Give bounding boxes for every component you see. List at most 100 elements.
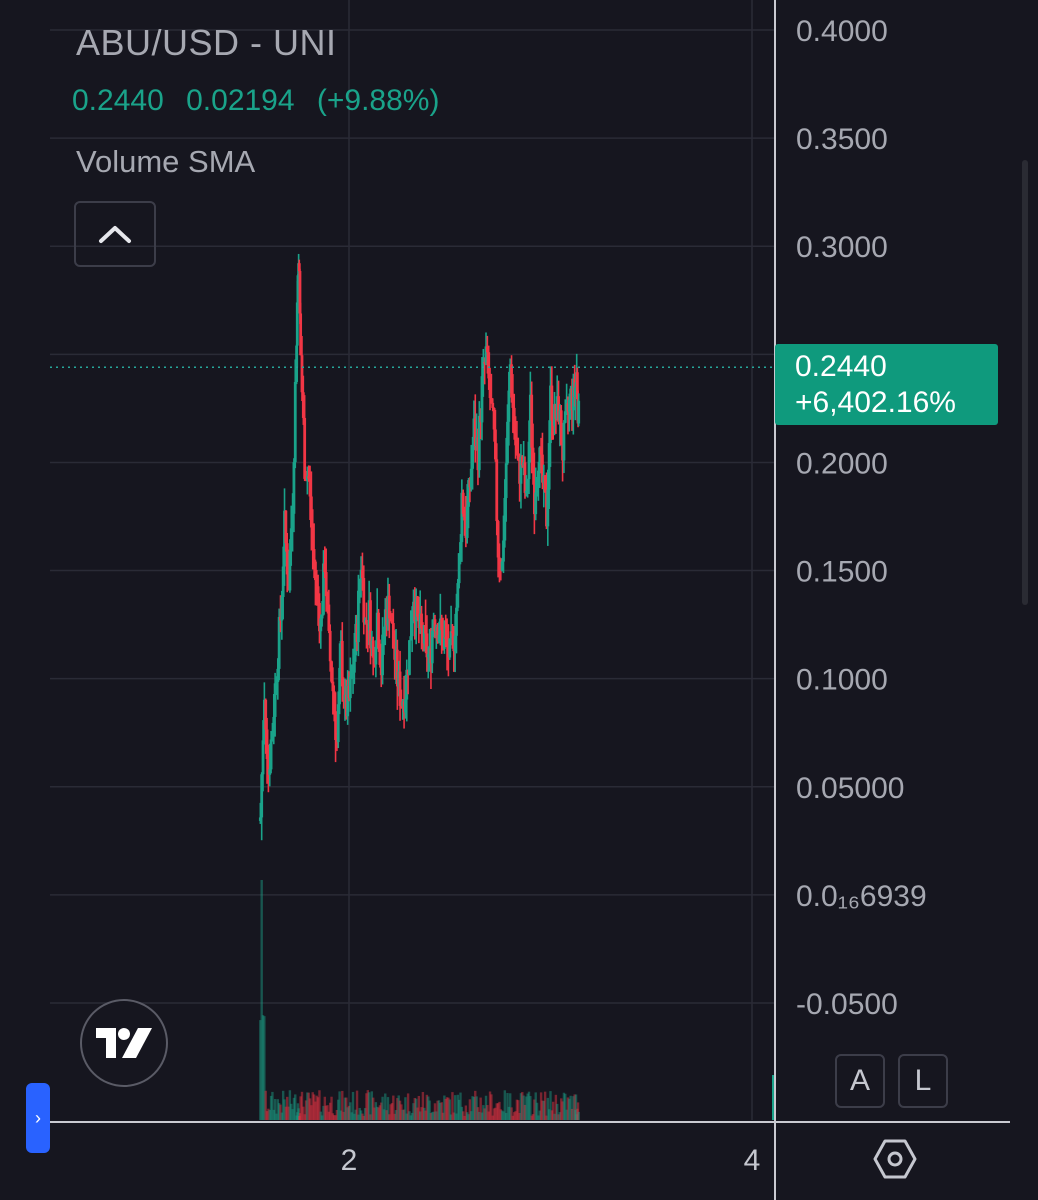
candle-body (272, 716, 276, 733)
volume-bar (259, 1020, 262, 1120)
candle-body (527, 441, 531, 480)
candle-body (390, 621, 394, 624)
volume-bar (410, 1112, 414, 1120)
volume-bar (354, 1109, 357, 1120)
tradingview-logo-button[interactable] (80, 999, 168, 1087)
volume-bar (322, 1105, 325, 1120)
volume-bar (509, 1093, 512, 1120)
volume-bar (310, 1105, 313, 1120)
volume-bar (499, 1109, 502, 1120)
volume-bar (377, 1107, 380, 1120)
chart-settings-button[interactable] (872, 1136, 918, 1182)
auto-scale-button[interactable]: A (835, 1054, 885, 1108)
volume-bar (347, 1105, 351, 1120)
volume-bar (326, 1105, 329, 1120)
candle-body (273, 683, 277, 717)
y-tick-label: 0.3000 (796, 231, 888, 264)
volume-bar (361, 1113, 364, 1120)
candle-body (469, 468, 473, 488)
volume-bar (283, 1099, 286, 1120)
candle-body (523, 462, 527, 493)
volume-bar (538, 1110, 541, 1120)
volume-bar (518, 1112, 521, 1120)
volume-bar (557, 1114, 560, 1120)
volume-bar (530, 1115, 533, 1120)
volume-bar (402, 1109, 406, 1120)
volume-bar (297, 1108, 300, 1120)
candle-body (448, 638, 452, 658)
volume-bar (298, 1113, 302, 1120)
y-tick-label: 0.3500 (796, 123, 888, 156)
volume-bar (417, 1095, 421, 1120)
volume-bar (328, 1102, 332, 1120)
candle-body (324, 572, 328, 597)
y-tick-label: 0.4000 (796, 15, 888, 48)
volume-bar (382, 1109, 386, 1120)
volume-bar (277, 1103, 281, 1120)
volume-bar (345, 1097, 348, 1120)
volume-bar (334, 1115, 337, 1120)
volume-bar (357, 1114, 360, 1120)
candle-body (291, 513, 294, 529)
volume-bar (475, 1096, 478, 1120)
candle-body (473, 418, 477, 446)
volume-bar (393, 1113, 396, 1120)
candle-body (320, 614, 324, 619)
candle-body (514, 433, 517, 446)
candle-body (301, 392, 305, 418)
candle-body (494, 429, 497, 460)
candle-body (530, 394, 534, 448)
volume-bar (268, 1109, 271, 1120)
volume-bar (271, 1091, 274, 1120)
volume-bar (513, 1112, 516, 1120)
candle-body (298, 270, 302, 314)
y-tick-label: 0.05000 (796, 772, 904, 805)
settings-hexagon-icon (873, 1139, 917, 1179)
volume-bar (517, 1100, 520, 1120)
candle-body (289, 528, 293, 551)
volume-bar (533, 1099, 536, 1120)
candle-body (281, 566, 285, 598)
volume-bar (576, 1108, 579, 1120)
volume-bar (568, 1098, 571, 1120)
volume-bar (576, 1102, 580, 1120)
candle-body (387, 595, 391, 619)
volume-bar (463, 1115, 466, 1120)
candle-body (299, 313, 303, 356)
volume-bar (492, 1108, 496, 1120)
volume-bar (437, 1100, 441, 1120)
volume-bar (385, 1110, 388, 1120)
candle-body (440, 618, 444, 631)
volume-bar (519, 1093, 523, 1120)
candle-body (467, 480, 470, 507)
volume-bar (545, 1115, 548, 1120)
volume-bar (466, 1112, 469, 1120)
volume-bar (523, 1104, 527, 1120)
volume-bar (436, 1100, 439, 1120)
candle-body (328, 630, 332, 662)
volume-bar (511, 1115, 515, 1120)
volume-bar (564, 1093, 567, 1120)
volume-bar (371, 1097, 375, 1120)
expand-sidebar-tab[interactable]: › (26, 1083, 50, 1153)
volume-bar (449, 1114, 453, 1120)
candle-body (404, 699, 407, 713)
candle-body (408, 640, 411, 675)
candle-body (346, 685, 350, 717)
candle-body (442, 637, 446, 649)
volume-bar (550, 1110, 554, 1120)
x-tick-label: 4 (744, 1144, 761, 1177)
indicator-label[interactable]: Volume SMA (76, 144, 256, 179)
candle-body (546, 489, 550, 527)
log-scale-button[interactable]: L (898, 1054, 948, 1108)
candle-body (338, 667, 341, 705)
candle-body (323, 563, 327, 573)
collapse-legend-button[interactable] (74, 201, 156, 267)
candle-body (330, 661, 333, 682)
volume-bar (553, 1113, 556, 1120)
volume-bar (425, 1094, 429, 1120)
candle-body (534, 492, 538, 515)
volume-bar (431, 1112, 434, 1120)
volume-bar (565, 1109, 568, 1120)
